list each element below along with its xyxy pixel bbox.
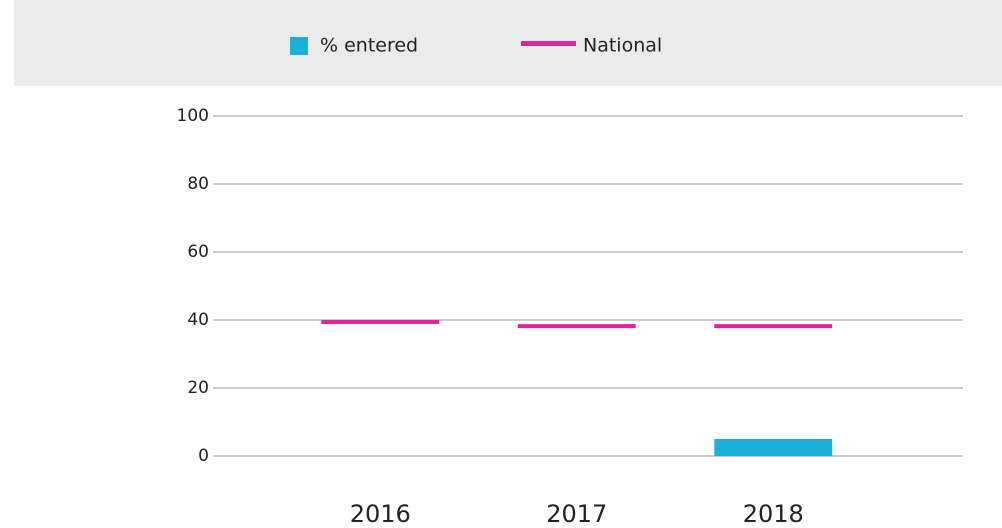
y-tick-label: 60 <box>187 242 209 262</box>
x-tick-label: 2018 <box>743 500 804 528</box>
y-tick-label: 80 <box>187 174 209 194</box>
legend-label: National <box>583 35 662 57</box>
y-tick-label: 40 <box>187 310 209 330</box>
y-tick-label: 0 <box>198 446 209 466</box>
y-tick-label: 20 <box>187 378 209 398</box>
x-tick-label: 2016 <box>350 500 411 528</box>
x-tick-label: 2017 <box>546 500 607 528</box>
y-tick-label: 100 <box>177 106 209 126</box>
legend-swatch <box>290 37 308 55</box>
legend-background <box>14 0 1002 86</box>
legend-label: % entered <box>320 35 418 57</box>
bar <box>714 439 833 456</box>
legend-swatch <box>521 41 576 46</box>
